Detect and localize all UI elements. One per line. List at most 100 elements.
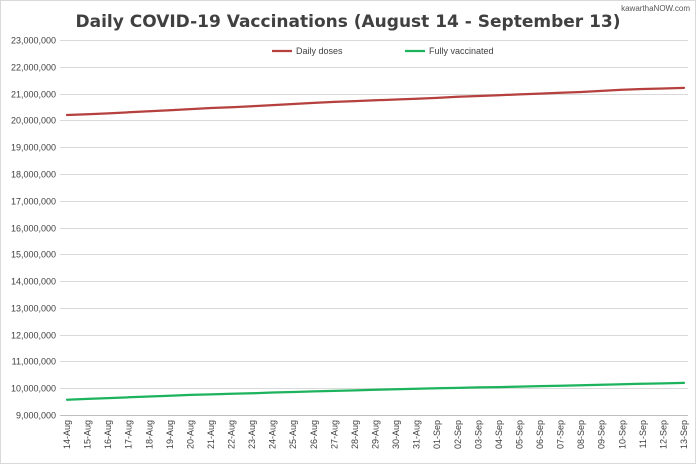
- x-tick-label: 25-Aug: [288, 420, 298, 449]
- data-point: [580, 384, 583, 387]
- x-tick-label: 28-Aug: [350, 420, 360, 449]
- data-point: [312, 102, 315, 104]
- data-point: [168, 109, 171, 112]
- data-point: [127, 111, 130, 114]
- x-tick-label: 11-Sep: [638, 420, 648, 448]
- x-tick-label: 01-Sep: [432, 420, 442, 449]
- data-point: [498, 386, 500, 388]
- x-tick-label: 30-Aug: [391, 420, 401, 449]
- data-point: [395, 388, 397, 391]
- data-point: [539, 385, 541, 387]
- x-tick-label: 17-Aug: [124, 420, 134, 449]
- y-tick-label: 11,000,000: [12, 357, 56, 367]
- data-point: [271, 104, 274, 106]
- data-point: [292, 391, 295, 393]
- data-point: [683, 382, 685, 384]
- data-point: [168, 394, 171, 397]
- data-point: [436, 387, 439, 390]
- x-tick-label: 29-Aug: [371, 420, 381, 449]
- watermark: kawarthaNOW.com: [621, 4, 690, 13]
- data-point: [127, 396, 130, 399]
- series-line: [65, 381, 686, 401]
- x-tick-label: 24-Aug: [268, 420, 278, 449]
- data-point: [107, 112, 109, 115]
- x-tick-label: 31-Aug: [412, 420, 422, 449]
- data-point: [230, 392, 233, 395]
- data-point: [683, 87, 685, 89]
- data-point: [86, 398, 89, 400]
- data-point: [539, 92, 541, 95]
- x-tick-label: 07-Sep: [556, 420, 566, 449]
- data-point: [312, 390, 315, 393]
- y-tick-label: 17,000,000: [11, 197, 56, 207]
- data-point: [210, 393, 212, 396]
- y-tick-label: 16,000,000: [11, 224, 56, 234]
- data-point: [642, 88, 644, 90]
- data-point: [374, 388, 377, 391]
- y-tick-label: 18,000,000: [11, 170, 56, 180]
- x-tick-label: 09-Sep: [597, 420, 607, 449]
- x-tick-label: 20-Aug: [185, 420, 195, 449]
- chart-title: Daily COVID-19 Vaccinations (August 14 -…: [75, 12, 621, 32]
- x-tick-label: 19-Aug: [165, 420, 175, 449]
- data-point: [66, 114, 68, 116]
- data-point: [415, 97, 418, 100]
- legend-label: Daily doses: [296, 46, 343, 56]
- x-tick-label: 06-Sep: [535, 420, 545, 449]
- data-point: [292, 103, 295, 105]
- data-point: [415, 387, 418, 390]
- data-point: [251, 105, 254, 108]
- x-tick-label: 08-Sep: [576, 420, 586, 449]
- y-tick-label: 22,000,000: [11, 63, 56, 73]
- data-point: [333, 101, 336, 103]
- x-tick-label: 10-Sep: [617, 420, 627, 449]
- data-point: [107, 397, 109, 399]
- y-tick-label: 14,000,000: [11, 277, 56, 287]
- x-tick-label: 13-Sep: [679, 420, 689, 449]
- x-tick-label: 05-Sep: [514, 420, 524, 449]
- data-point: [559, 384, 562, 387]
- x-tick-label: 27-Aug: [329, 420, 339, 449]
- x-tick-label: 04-Sep: [494, 420, 504, 449]
- data-point: [456, 95, 459, 98]
- data-point: [230, 106, 233, 109]
- data-point: [271, 391, 274, 394]
- data-point: [621, 88, 624, 91]
- data-point: [148, 395, 151, 398]
- data-point: [333, 390, 336, 392]
- data-point: [436, 97, 439, 99]
- data-point: [456, 387, 459, 389]
- x-tick-label: 22-Aug: [227, 420, 237, 449]
- y-tick-label: 21,000,000: [11, 90, 56, 100]
- data-point: [580, 91, 583, 93]
- data-point: [621, 383, 624, 386]
- data-point: [518, 93, 521, 96]
- data-point: [189, 108, 192, 110]
- data-point: [251, 392, 254, 395]
- data-point: [374, 99, 377, 102]
- x-tick-label: 15-Aug: [83, 420, 93, 449]
- y-tick-label: 13,000,000: [11, 304, 56, 314]
- data-point: [498, 94, 500, 97]
- legend-label: Fully vaccinated: [429, 46, 494, 56]
- data-point: [518, 385, 521, 388]
- data-point: [662, 87, 665, 90]
- data-point: [600, 90, 603, 92]
- x-tick-label: 12-Sep: [658, 420, 668, 449]
- y-tick-label: 12,000,000: [11, 331, 56, 341]
- y-tick-label: 23,000,000: [11, 36, 56, 46]
- data-point: [354, 389, 356, 392]
- x-tick-label: 21-Aug: [206, 420, 216, 449]
- data-point: [210, 107, 212, 109]
- data-point: [395, 98, 397, 101]
- x-tick-label: 23-Aug: [247, 420, 257, 449]
- x-tick-label: 14-Aug: [62, 420, 72, 449]
- data-point: [642, 382, 644, 385]
- data-point: [354, 100, 356, 102]
- data-point: [600, 383, 603, 386]
- y-tick-label: 9,000,000: [16, 411, 56, 421]
- y-tick-label: 10,000,000: [11, 384, 56, 394]
- data-point: [662, 382, 665, 385]
